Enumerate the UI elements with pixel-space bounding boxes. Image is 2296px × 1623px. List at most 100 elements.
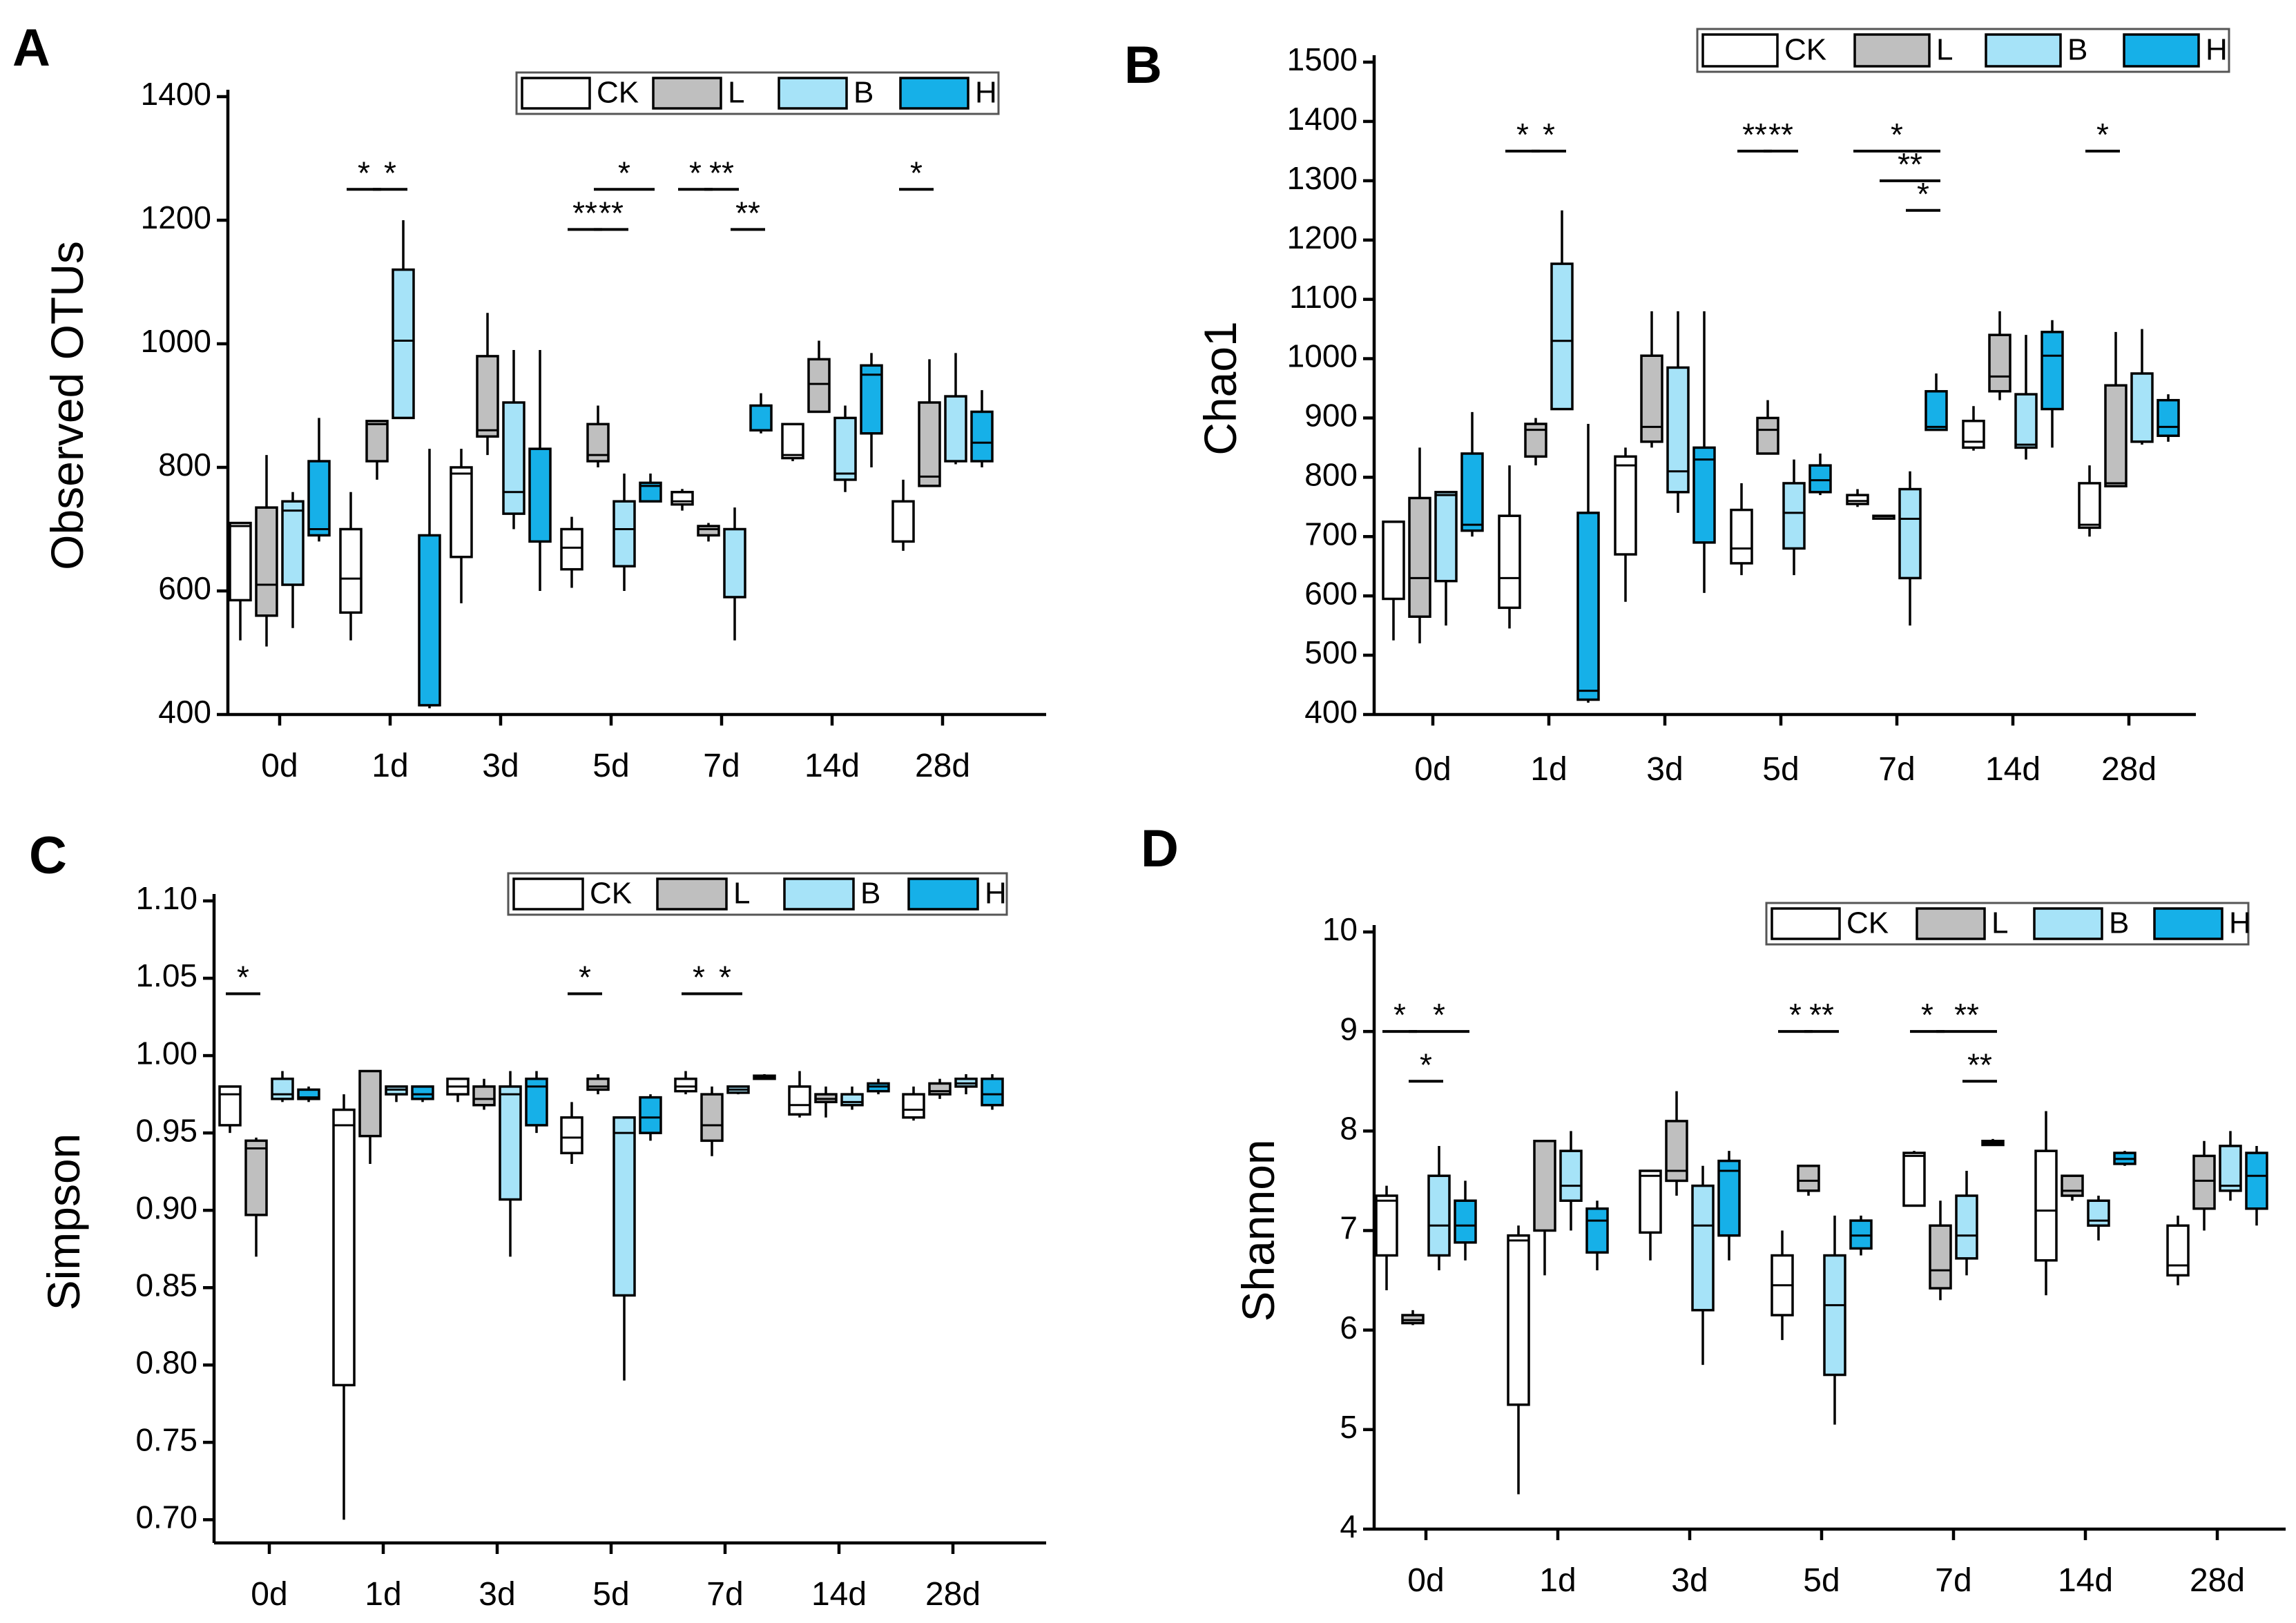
x-tick-label: 14d: [811, 1576, 867, 1613]
box-body: [2104, 384, 2128, 487]
box-body: [281, 500, 305, 586]
box-b-28d: [944, 353, 967, 465]
box-body: [332, 1108, 356, 1387]
panel-label: C: [29, 826, 67, 885]
box-b-14d: [2087, 1196, 2110, 1241]
box-h-14d: [867, 1078, 890, 1095]
significance-marker: *: [1778, 997, 1813, 1033]
legend: CK L B H: [507, 872, 1008, 916]
box-ck-14d: [781, 422, 804, 462]
box-h-14d: [2041, 320, 2064, 448]
box-body: [255, 506, 278, 617]
box-body: [358, 1069, 382, 1138]
box-h-5d: [639, 1094, 662, 1141]
legend-swatch-b: [2033, 907, 2103, 940]
box-b-0d: [281, 492, 305, 628]
significance-stars: *: [1516, 117, 1529, 153]
legend-label-ck: CK: [1784, 33, 1826, 67]
y-tick-label: 10: [1322, 911, 1358, 947]
significance-stars: *: [237, 959, 249, 995]
legend-swatch-ck: [1701, 33, 1779, 68]
box-body: [2061, 1174, 2084, 1197]
significance-marker: *: [1853, 117, 1940, 153]
box-b-14d: [840, 1086, 864, 1110]
box-ck-28d: [902, 1086, 925, 1121]
legend-swatch-h: [907, 877, 979, 911]
box-body: [499, 1085, 522, 1201]
panel-label: A: [12, 19, 50, 77]
box-b-7d: [723, 507, 746, 641]
box-l-14d: [2061, 1174, 2084, 1201]
x-tick-label: 14d: [2058, 1562, 2113, 1599]
box-ck-14d: [1962, 406, 1985, 451]
y-tick-label: 9: [1340, 1011, 1358, 1047]
box-ck-14d: [788, 1071, 811, 1118]
box-body: [697, 525, 720, 537]
y-axis-title: Observed OTUs: [41, 241, 93, 570]
box-body: [450, 466, 473, 558]
legend-swatch-l: [1853, 33, 1931, 68]
significance-marker: **: [1880, 146, 1940, 182]
legend-swatch-b: [783, 877, 855, 911]
box-body: [244, 1139, 268, 1216]
x-tick-label: 1d: [372, 748, 408, 784]
legend-label-b: B: [2109, 906, 2129, 940]
legend-label-ck: CK: [1846, 906, 1889, 940]
y-tick-label: 600: [158, 570, 211, 606]
box-ck-0d: [218, 1085, 242, 1134]
box-body: [1576, 512, 1600, 701]
box-l-14d: [814, 1086, 838, 1118]
box-body: [418, 534, 441, 707]
box-body: [1498, 514, 1521, 610]
box-body: [1375, 1194, 1398, 1257]
box-h-3d: [528, 349, 552, 591]
box-b-3d: [502, 349, 525, 529]
significance-marker: *: [1409, 1047, 1443, 1083]
box-h-0d: [307, 418, 331, 542]
box-body: [476, 355, 499, 438]
x-tick-label: 14d: [804, 748, 860, 784]
panel-label: D: [1141, 819, 1179, 878]
box-b-28d: [2219, 1131, 2242, 1201]
box-ck-1d: [1507, 1225, 1530, 1495]
box-b-1d: [1550, 210, 1574, 411]
box-body: [981, 1077, 1004, 1107]
box-body: [918, 401, 941, 487]
box-h-7d: [1924, 373, 1948, 431]
box-h-1d: [1585, 1201, 1609, 1271]
y-tick-label: 1500: [1287, 41, 1358, 77]
box-body: [472, 1085, 496, 1107]
box-b-3d: [1691, 1165, 1715, 1366]
y-tick-label: 900: [1304, 398, 1358, 434]
box-body: [1955, 1194, 1978, 1260]
box-h-3d: [525, 1071, 548, 1134]
box-b-5d: [1823, 1215, 1846, 1425]
box-ck-7d: [671, 489, 694, 511]
significance-marker: *: [708, 959, 742, 995]
y-tick-label: 4: [1340, 1508, 1358, 1544]
box-b-7d: [1955, 1171, 1978, 1276]
box-body: [1692, 446, 1716, 544]
significance-stars: *: [1420, 1047, 1432, 1082]
x-tick-label: 3d: [479, 1576, 515, 1613]
box-h-7d: [749, 393, 773, 434]
y-tick-label: 6: [1340, 1310, 1358, 1345]
box-body: [674, 1077, 697, 1093]
significance-marker: *: [1505, 117, 1540, 153]
box-b-1d: [392, 220, 415, 420]
box-body: [1988, 333, 2012, 393]
significance-marker: *: [226, 959, 260, 995]
legend-label-l: L: [728, 76, 744, 110]
box-body: [1691, 1184, 1715, 1312]
box-body: [1782, 482, 1806, 550]
box-l-7d: [700, 1086, 724, 1156]
box-body: [749, 404, 773, 432]
legend-swatch-ck: [521, 77, 591, 110]
box-body: [788, 1085, 811, 1116]
significance-stars: *: [1921, 997, 1933, 1033]
box-body: [700, 1093, 724, 1143]
x-tick-label: 28d: [925, 1576, 981, 1613]
box-ck-5d: [1730, 483, 1753, 576]
y-axis-title: Simpson: [38, 1134, 89, 1311]
